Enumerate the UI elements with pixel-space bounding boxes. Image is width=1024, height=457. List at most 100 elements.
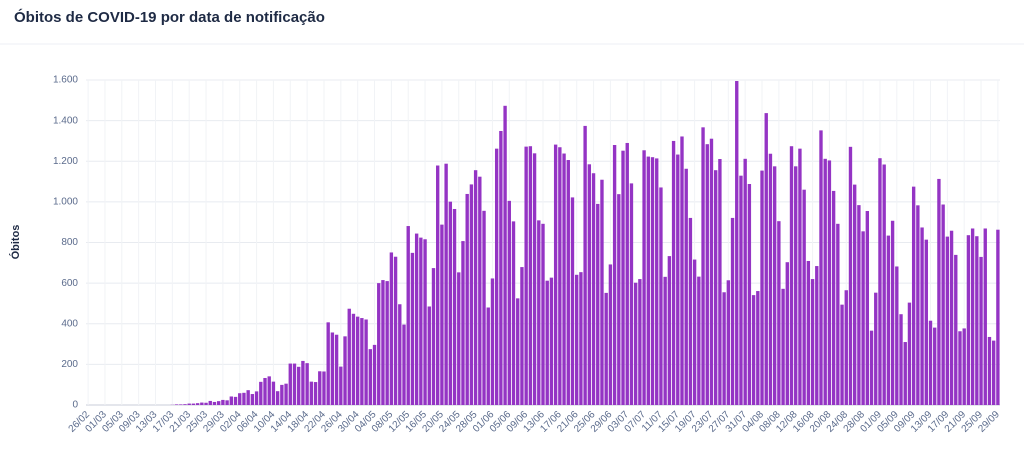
- bar: [482, 210, 486, 405]
- bar: [414, 233, 419, 405]
- y-tick-label: 1.000: [53, 197, 78, 208]
- bar: [254, 391, 259, 405]
- bar: [970, 228, 975, 405]
- bar: [890, 220, 895, 405]
- bar: [949, 230, 954, 405]
- bar: [996, 229, 1000, 405]
- bar: [322, 371, 326, 405]
- bar: [343, 336, 347, 405]
- bar: [663, 276, 667, 405]
- bar: [313, 382, 318, 405]
- bar: [768, 153, 773, 405]
- bar: [781, 288, 785, 405]
- bar: [204, 402, 208, 405]
- bar: [174, 404, 179, 405]
- bar: [423, 239, 427, 405]
- bar: [655, 158, 659, 405]
- bar: [979, 256, 983, 405]
- bar: [448, 201, 453, 405]
- bar: [785, 262, 789, 405]
- bar: [874, 292, 878, 405]
- bar: [642, 150, 646, 405]
- bar: [284, 383, 288, 405]
- bar: [225, 400, 229, 405]
- bar: [347, 308, 351, 405]
- bar: [208, 400, 212, 405]
- bar: [381, 280, 385, 405]
- bar: [360, 318, 364, 405]
- bar: [478, 176, 482, 405]
- bar: [827, 160, 832, 405]
- bar: [537, 220, 541, 405]
- bar: [473, 170, 478, 405]
- bar: [924, 239, 928, 405]
- bar: [667, 256, 672, 405]
- bar: [440, 224, 444, 405]
- bar: [452, 208, 457, 405]
- bar: [772, 166, 777, 405]
- bar: [726, 280, 731, 405]
- bar: [532, 153, 537, 405]
- bar: [553, 144, 558, 405]
- bar: [975, 236, 979, 405]
- bar: [895, 266, 899, 405]
- bar: [410, 252, 415, 405]
- chart-title: Óbitos de COVID-19 por data de notificaç…: [14, 8, 325, 26]
- bar: [701, 127, 705, 405]
- bar: [676, 154, 680, 405]
- bar: [465, 193, 469, 405]
- bar: [427, 306, 431, 405]
- bar: [263, 377, 267, 405]
- bar: [183, 404, 187, 405]
- y-tick-label: 0: [72, 400, 78, 411]
- bar: [297, 366, 301, 405]
- bar: [511, 221, 516, 405]
- bar: [760, 170, 764, 405]
- bar: [242, 392, 246, 405]
- bar: [389, 252, 394, 405]
- bar: [928, 320, 933, 405]
- bar: [288, 363, 292, 405]
- bar: [983, 228, 987, 405]
- bar: [865, 211, 870, 405]
- bar: [583, 125, 587, 405]
- bar: [271, 381, 276, 405]
- bar: [941, 204, 945, 405]
- bar: [688, 217, 693, 405]
- bar: [604, 292, 608, 405]
- bar: [499, 130, 503, 405]
- bar: [802, 189, 806, 405]
- bar: [305, 363, 309, 405]
- bar: [419, 237, 423, 405]
- bar: [355, 316, 360, 405]
- bar: [629, 183, 634, 405]
- bar: [562, 153, 566, 405]
- bar: [490, 278, 495, 405]
- bar: [570, 197, 575, 405]
- bar: [798, 148, 802, 405]
- bar: [836, 223, 840, 405]
- bar: [722, 292, 726, 405]
- bar: [364, 319, 368, 405]
- bar: [794, 166, 798, 405]
- bar: [756, 291, 760, 405]
- bar: [878, 158, 882, 405]
- bar: [494, 148, 499, 405]
- y-axis-label: Óbitos: [9, 225, 22, 260]
- bar: [259, 381, 263, 405]
- bar: [789, 146, 794, 405]
- bar: [962, 328, 966, 405]
- bar: [600, 179, 604, 405]
- bar: [608, 264, 613, 405]
- bar: [431, 268, 436, 405]
- bar: [385, 281, 389, 405]
- bar: [692, 259, 697, 405]
- bar: [368, 349, 372, 405]
- bar: [823, 158, 827, 405]
- bar: [933, 327, 937, 405]
- bar: [179, 404, 183, 405]
- bar: [566, 160, 570, 405]
- bar: [596, 203, 600, 405]
- bar: [528, 146, 533, 405]
- bar: [987, 336, 992, 405]
